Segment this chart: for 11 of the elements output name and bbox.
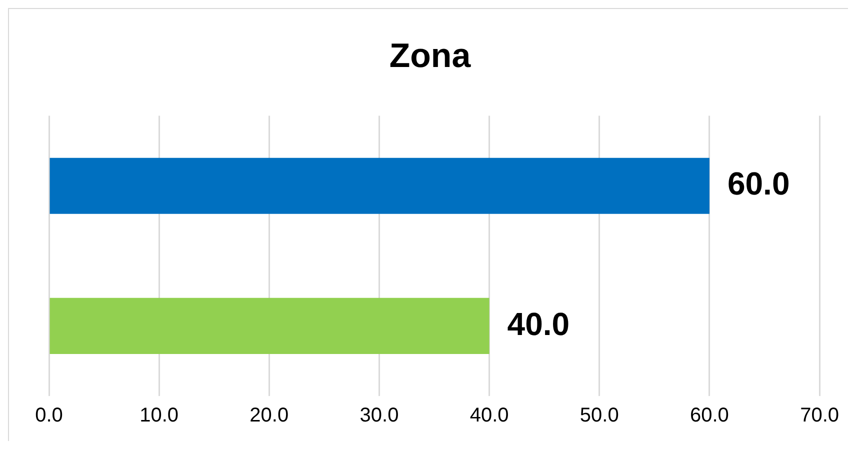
- x-tick-label: 0.0: [35, 404, 63, 427]
- chart-title: Zona: [389, 36, 472, 75]
- x-tick-label: 10.0: [140, 404, 179, 427]
- x-tick-label: 30.0: [360, 404, 399, 427]
- data-label: 60.0: [727, 166, 790, 202]
- data-label: 40.0: [507, 306, 570, 342]
- x-tick-label: 20.0: [250, 404, 289, 427]
- x-tick-label: 60.0: [690, 404, 729, 427]
- x-tick-label: 40.0: [470, 404, 509, 427]
- x-tick-label: 70.0: [800, 404, 840, 427]
- x-tick-label: 50.0: [580, 404, 619, 427]
